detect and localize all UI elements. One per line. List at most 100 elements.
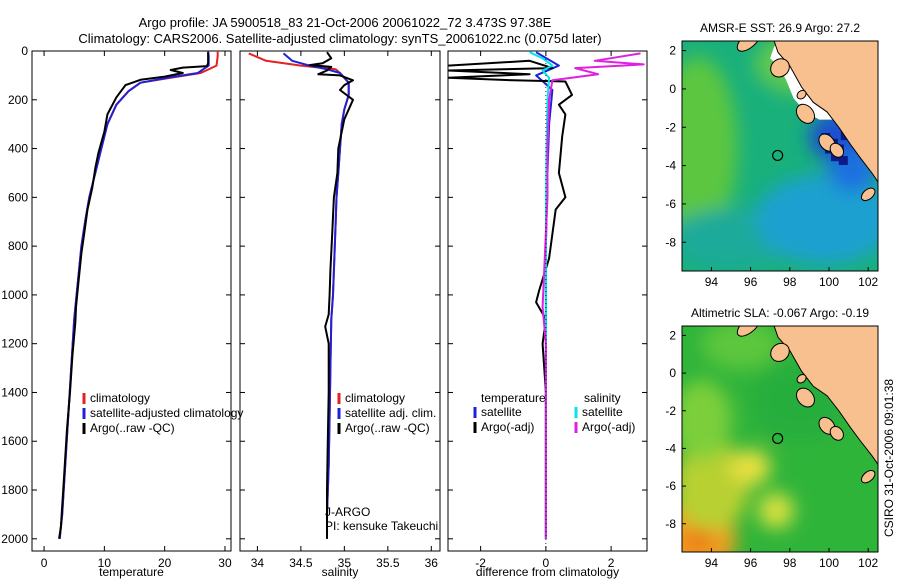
difference-legend-temp-argo-label: Argo(-adj) <box>481 420 534 434</box>
sst_map-island-2 <box>795 103 816 124</box>
salinity-profile-panel: 34 34.5 35 35.5 36 salinity climatologysatelli… <box>239 50 441 579</box>
temperature-ytick-label: 200 <box>8 93 28 107</box>
difference-legend-header-temperature: temperature <box>481 391 546 405</box>
temperature-ytick-label: 0 <box>21 44 28 58</box>
sla_map-argo-marker <box>772 432 784 445</box>
temperature-ytick-label: 1000 <box>1 288 28 302</box>
temperature-ytick-label: 600 <box>8 190 28 204</box>
sla_map-title: Altimetric SLA: -0.067 Argo: -0.19 <box>691 306 869 320</box>
sla_map-island-2 <box>796 387 815 408</box>
difference-series-temperature-argo-adj- <box>448 59 573 539</box>
sst_map-island-6 <box>860 187 876 202</box>
sst_map-island-4 <box>829 142 845 158</box>
salinity-annotation-jargo: J-ARGO <box>325 505 370 519</box>
salinity-xtick-label: 34.5 <box>289 556 313 570</box>
sla_map-island-4 <box>829 425 844 441</box>
temperature-series-argo-raw-qc- <box>58 52 210 539</box>
sla_map-land-sumatra <box>773 326 878 466</box>
sla_map-xtick-label: 100 <box>819 556 839 570</box>
sst_map-xtick-label: 96 <box>744 275 758 289</box>
figure-title-line1: Argo profile: JA 5900518_83 21-Oct-2006 … <box>139 15 552 30</box>
temperature-xtick-label: 10 <box>98 556 112 570</box>
sst_map-xtick-label: 98 <box>783 275 797 289</box>
salinity-series-argo-raw-qc- <box>308 51 354 539</box>
sst_map-xtick-label: 94 <box>705 275 719 289</box>
temperature-ytick-label: 1200 <box>1 337 28 351</box>
sla-map-panel: Altimetric SLA: -0.067 Argo: -0.19 94 96 98… <box>665 306 879 570</box>
difference-series-salinity-argo-adj- <box>541 52 645 539</box>
sst-cold-cell-4 <box>838 156 848 165</box>
temperature-ytick-label: 1400 <box>1 385 28 399</box>
figure-title-line2: Climatology: CARS2006. Satellite-adjuste… <box>78 31 601 46</box>
temperature-legend-2-label: Argo(..raw -QC) <box>90 421 175 435</box>
salinity-legend-2-label: Argo(..raw -QC) <box>345 421 430 435</box>
sst_map-title: AMSR-E SST: 26.9 Argo: 27.2 <box>700 21 860 35</box>
salinity-series-satellite-adj-clim- <box>282 52 350 539</box>
temperature-series-climatology <box>58 51 219 539</box>
salinity-legend-1-label: satellite adj. clim. <box>345 406 436 420</box>
sst_map-ytick-label: -4 <box>665 159 676 173</box>
sst-map-panel: AMSR-E SST: 26.9 Argo: 27.2 94 96 98 100 102 2… <box>665 21 879 289</box>
salinity-series-group <box>248 51 354 539</box>
sla_map-island-1 <box>770 342 790 362</box>
difference-legend-header-salinity: salinity <box>584 391 621 405</box>
temperature-series-group <box>58 51 219 539</box>
temperature-ytick-label: 2000 <box>1 532 28 546</box>
salinity-xtick-label: 35 <box>338 556 352 570</box>
sst_map-ytick-label: 2 <box>669 44 676 58</box>
difference-legend-temp-sat-label: satellite <box>481 405 522 419</box>
sst_map-ytick-label: -2 <box>665 120 676 134</box>
sla_map-ytick-label: 2 <box>669 328 676 342</box>
sst_map-ytick-label: -8 <box>665 235 676 249</box>
difference-xtick-label: -2 <box>475 556 486 570</box>
temperature-ytick-label: 1600 <box>1 434 28 448</box>
temperature-xtick-label: 30 <box>218 556 232 570</box>
sla_map-frame <box>681 325 879 553</box>
sla_map-ytick-label: -4 <box>665 441 676 455</box>
sst_map-xtick-label: 102 <box>858 275 878 289</box>
difference-frame <box>447 50 648 552</box>
salinity-annotation-pi: PI: kensuke Takeuchi <box>325 519 438 533</box>
temperature-xtick-label: 0 <box>41 556 48 570</box>
temperature-frame <box>31 50 232 552</box>
temperature-ytick-label: 400 <box>8 142 28 156</box>
difference-xtick-label: 2 <box>608 556 615 570</box>
difference-legend-sal-sat-label: satellite <box>582 405 623 419</box>
sst_map-island-0 <box>736 41 761 52</box>
sst_map-island-5 <box>796 89 807 100</box>
sst_map-ytick-label: 0 <box>669 82 676 96</box>
temperature-legend-0-label: climatology <box>90 391 150 405</box>
sla_map-xtick-label: 96 <box>744 556 758 570</box>
sla_map-ytick-label: -6 <box>665 479 676 493</box>
sla_map-xtick-label: 98 <box>783 556 797 570</box>
difference-xlabel: difference from climatology <box>476 565 619 579</box>
sla_map-ytick-label: -8 <box>665 517 676 531</box>
sst_map-frame <box>681 40 879 272</box>
salinity-legend-0-label: climatology <box>345 391 405 405</box>
sla_map-ytick-label: 0 <box>669 366 676 380</box>
difference-legend-sal-argo-label: Argo(-adj) <box>582 420 635 434</box>
sla_map-ytick-label: -2 <box>665 404 676 418</box>
temperature-profile-panel: 0 10 20 30 0 200 400 600 800 1000 1200 1400 1600 1800… <box>1 44 243 579</box>
difference-xtick-label: 0 <box>543 556 550 570</box>
sst_map-island-1 <box>770 58 790 78</box>
temperature-legend-1-label: satellite-adjusted climatology <box>90 406 243 420</box>
salinity-frame <box>239 50 441 552</box>
temperature-ytick-label: 800 <box>8 239 28 253</box>
salinity-xtick-label: 34 <box>251 556 265 570</box>
sst_map-xtick-label: 100 <box>819 275 839 289</box>
sla_map-field <box>682 326 878 552</box>
difference-series-group <box>448 51 645 539</box>
csiro-timestamp: CSIRO 31-Oct-2006 09:01:38 <box>882 379 896 537</box>
temperature-series-satellite-adjusted-climatology <box>58 51 210 539</box>
sla_map-island-0 <box>736 326 761 337</box>
temperature-xtick-label: 20 <box>158 556 172 570</box>
salinity-xtick-label: 36 <box>425 556 439 570</box>
sla_map-island-5 <box>796 373 807 384</box>
temperature-ytick-label: 1800 <box>1 483 28 497</box>
sla_map-xtick-label: 102 <box>858 556 878 570</box>
sla_map-island-6 <box>860 469 876 484</box>
sst_map-argo-marker <box>772 149 784 162</box>
salinity-xtick-label: 35.5 <box>376 556 400 570</box>
temperature-xlabel: temperature <box>99 565 164 579</box>
